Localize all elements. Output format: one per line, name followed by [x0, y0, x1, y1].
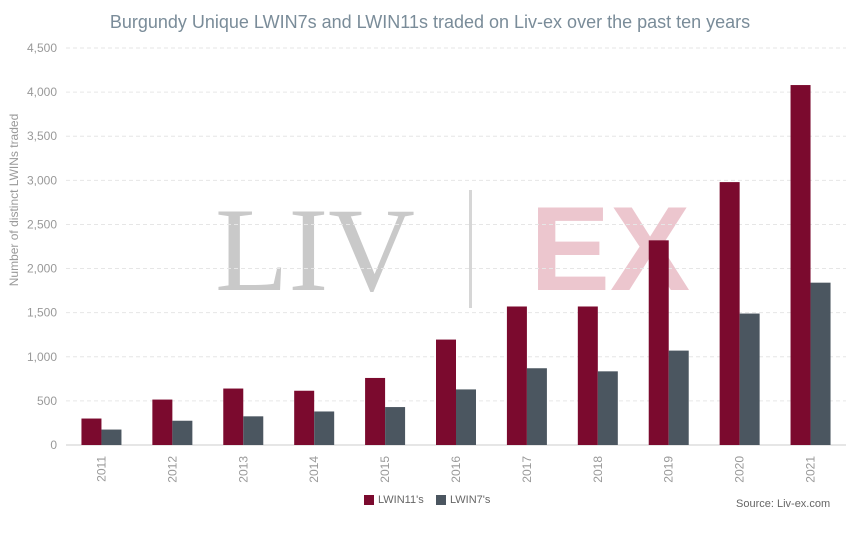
y-tick-label: 1,500: [27, 306, 57, 320]
bar-lwin7-2017: [526, 368, 547, 445]
legend-swatch-lwin11: [364, 495, 374, 505]
x-tick-label: 2014: [307, 456, 321, 483]
y-tick-label: 500: [37, 394, 57, 408]
x-tick-label: 2017: [520, 456, 534, 483]
x-tick-label: 2018: [591, 456, 605, 483]
bar-lwin11-2021: [790, 85, 811, 445]
x-tick-label: 2016: [449, 456, 463, 483]
y-axis-ticks: 0 500 1,000 1,500 2,000 2,500 3,000 3,500 4,000 4…: [27, 41, 57, 452]
x-tick-label: 2011: [94, 456, 108, 482]
bar-lwin7-2012: [172, 420, 193, 445]
x-tick-label: 2019: [662, 456, 676, 483]
legend-label-lwin11: LWIN11's: [378, 494, 424, 506]
bar-lwin7-2016: [456, 389, 476, 445]
y-tick-label: 0: [50, 438, 57, 452]
legend-label-lwin7: LWIN7's: [450, 494, 491, 506]
y-tick-label: 4,000: [27, 85, 57, 99]
y-tick-label: 2,500: [27, 217, 57, 231]
bar-lwin7-2013: [243, 416, 264, 445]
legend: LWIN11's LWIN7's: [0, 494, 860, 510]
bar-lwin11-2012: [152, 399, 173, 445]
y-tick-label: 1,000: [27, 350, 57, 364]
bar-lwin7-2020: [739, 313, 760, 445]
x-tick-label: 2015: [378, 456, 392, 483]
x-tick-label: 2021: [804, 456, 818, 483]
y-tick-label: 3,000: [27, 173, 57, 187]
bar-lwin7-2019: [668, 350, 689, 445]
y-axis-label: Number of distinct LWINs traded: [7, 114, 21, 287]
bar-lwin7-2018: [597, 371, 618, 445]
bar-lwin11-2011: [81, 418, 102, 445]
x-tick-label: 2020: [733, 456, 747, 483]
legend-item-lwin7[interactable]: LWIN7's: [436, 494, 490, 506]
x-axis-ticks: 2011 2012 2013 2014 2015 2016 2017 2018 2019 2020…: [94, 456, 817, 483]
bar-lwin11-2016: [436, 339, 456, 445]
bar-lwin11-2019: [648, 240, 669, 445]
bar-lwin7-2011: [101, 429, 122, 445]
watermark-liv: LIV: [215, 183, 415, 316]
bar-lwin11-2013: [223, 388, 244, 445]
bar-lwin11-2017: [506, 306, 527, 445]
bar-lwin11-2015: [365, 377, 386, 445]
bar-lwin11-2018: [577, 306, 598, 445]
legend-item-lwin11[interactable]: LWIN11's: [364, 494, 424, 506]
chart-title: Burgundy Unique LWIN7s and LWIN11s trade…: [109, 12, 751, 32]
y-tick-label: 4,500: [27, 41, 57, 55]
source-note: Source: Liv-ex.com: [736, 498, 831, 510]
x-tick-label: 2012: [165, 456, 179, 483]
y-tick-label: 2,000: [27, 262, 57, 276]
bar-lwin7-2014: [314, 411, 335, 445]
liv-ex-watermark: LIV EX: [215, 182, 690, 316]
bar-lwin7-2021: [810, 282, 831, 445]
bars: [81, 85, 831, 445]
bar-lwin7-2015: [385, 407, 406, 445]
bar-lwin11-2014: [294, 390, 315, 445]
bar-lwin11-2020: [719, 182, 740, 445]
y-tick-label: 3,500: [27, 129, 57, 143]
legend-swatch-lwin7: [436, 495, 446, 505]
watermark-divider: [469, 190, 472, 308]
x-tick-label: 2013: [236, 456, 250, 483]
